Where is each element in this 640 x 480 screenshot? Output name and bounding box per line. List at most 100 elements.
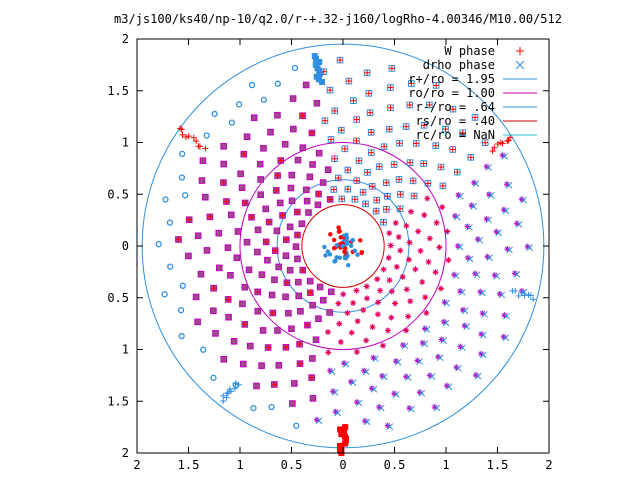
x-tick-label-5: 0.5 bbox=[384, 458, 406, 472]
point-26 bbox=[362, 417, 369, 424]
box-point-347 bbox=[257, 191, 264, 199]
ring-point-567 bbox=[250, 404, 257, 412]
drho-point-149 bbox=[502, 334, 510, 342]
w-point-248 bbox=[341, 145, 348, 152]
w-point-61 bbox=[380, 219, 387, 226]
w-point-221 bbox=[368, 149, 375, 156]
w-point-5 bbox=[406, 257, 412, 263]
w-point-157 bbox=[383, 179, 390, 186]
ring-point-378 bbox=[291, 64, 299, 72]
box-point-406 bbox=[215, 229, 223, 237]
w-point-603 bbox=[182, 134, 189, 141]
w-point-421 bbox=[254, 288, 261, 295]
box-point-374 bbox=[243, 133, 251, 141]
box-point-295 bbox=[287, 184, 295, 192]
w-point-545 bbox=[387, 277, 393, 283]
w-point-1 bbox=[388, 242, 394, 248]
x-tick-label-7: 1.5 bbox=[487, 458, 509, 472]
drho-point-53 bbox=[428, 373, 436, 380]
y-tick-label-5: 0.5 bbox=[107, 291, 129, 305]
drho-point-15 bbox=[423, 326, 431, 333]
w-point-7 bbox=[412, 266, 418, 272]
box-point-350 bbox=[260, 145, 267, 152]
w-point-330 bbox=[299, 112, 306, 119]
point-88 bbox=[431, 404, 438, 411]
y-tick-label-3: 0.5 bbox=[107, 187, 129, 201]
x-tick-label-2: 1 bbox=[236, 458, 243, 472]
w-point-284 bbox=[406, 101, 413, 108]
drho-point-75 bbox=[452, 272, 460, 280]
w-point-543 bbox=[381, 266, 387, 272]
ring-point-514 bbox=[200, 346, 207, 353]
w-point-400 bbox=[283, 279, 290, 286]
w-point-607 bbox=[489, 148, 496, 155]
point-14 bbox=[422, 325, 429, 332]
drho-point-583 bbox=[401, 342, 409, 350]
drho-point-83 bbox=[459, 344, 466, 352]
w-point-602 bbox=[185, 133, 192, 140]
ring-point-394 bbox=[228, 119, 236, 126]
x-tick-label-1: 1.5 bbox=[178, 458, 200, 472]
point-582 bbox=[400, 342, 407, 349]
point-234 bbox=[483, 163, 490, 170]
w-point-185 bbox=[353, 177, 360, 184]
core-point-20 bbox=[337, 255, 342, 260]
w-point-645 bbox=[223, 394, 230, 401]
w-point-553 bbox=[385, 328, 391, 334]
w-point-37 bbox=[418, 248, 424, 254]
box-point-360 bbox=[282, 252, 290, 260]
box-point-353 bbox=[289, 95, 297, 102]
box-point-440 bbox=[239, 300, 246, 308]
w-point-103 bbox=[444, 229, 450, 235]
w-point-43 bbox=[438, 286, 444, 292]
w-point-93 bbox=[383, 206, 390, 213]
x-axis: 2 1.5 1 0.5 0 0.5 1 1.5 2 bbox=[133, 39, 553, 472]
drho-point-109 bbox=[473, 271, 481, 279]
box-point-422 bbox=[241, 283, 249, 291]
box-point-419 bbox=[268, 291, 276, 299]
w-point-129 bbox=[411, 192, 418, 199]
drho-point-561 bbox=[349, 379, 357, 387]
w-point-609 bbox=[494, 140, 501, 147]
w-point-484 bbox=[282, 344, 289, 351]
w-point-258 bbox=[421, 122, 428, 129]
w-point-373 bbox=[240, 151, 247, 158]
ring-point-515 bbox=[178, 332, 185, 340]
w-point-199 bbox=[454, 169, 461, 176]
point-138 bbox=[474, 236, 481, 243]
point-265 bbox=[499, 152, 506, 159]
point-236 bbox=[503, 181, 510, 188]
w-point-504 bbox=[338, 339, 344, 345]
w-point-581 bbox=[403, 327, 409, 333]
w-point-604 bbox=[179, 131, 186, 138]
drho-point-89 bbox=[433, 404, 441, 412]
w-point-189 bbox=[376, 163, 383, 170]
w-point-223 bbox=[381, 143, 388, 150]
w-point-599 bbox=[195, 143, 202, 150]
legend-label-1: drho phase bbox=[423, 58, 495, 72]
w-point-314 bbox=[433, 82, 440, 89]
box-point-272 bbox=[315, 149, 323, 157]
point-556 bbox=[370, 354, 377, 361]
drho-point-21 bbox=[404, 374, 412, 381]
drho-point-167 bbox=[457, 192, 464, 200]
w-point-577 bbox=[407, 298, 413, 304]
box-point-466 bbox=[192, 293, 200, 301]
drho-point-209 bbox=[526, 244, 533, 251]
point-22 bbox=[391, 390, 398, 397]
drho-point-595 bbox=[315, 417, 323, 425]
w-point-438 bbox=[269, 310, 276, 317]
box-point-480 bbox=[312, 336, 320, 344]
drho-point-143 bbox=[493, 272, 501, 280]
point-238 bbox=[518, 196, 525, 203]
box-point-411 bbox=[199, 157, 207, 164]
point-86 bbox=[443, 382, 450, 389]
w-point-246 bbox=[331, 155, 338, 162]
box-point-461 bbox=[259, 327, 267, 334]
data-points bbox=[155, 53, 537, 456]
w-point-286 bbox=[426, 101, 433, 108]
w-point-614 bbox=[506, 134, 513, 141]
w-point-479 bbox=[325, 329, 331, 335]
w-point-458 bbox=[304, 322, 311, 329]
point-76 bbox=[457, 288, 464, 295]
